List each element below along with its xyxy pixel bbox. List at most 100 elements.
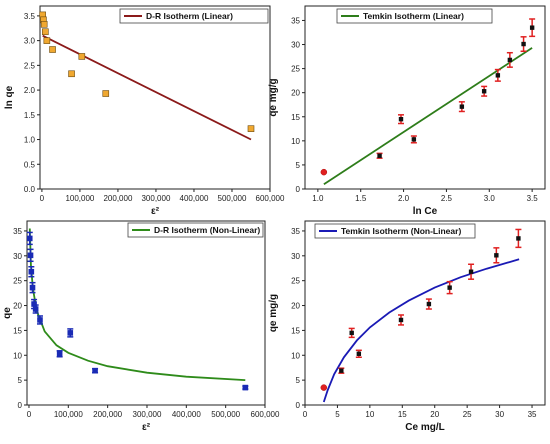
data-point <box>242 384 249 391</box>
y-tick-label: 0 <box>296 401 301 410</box>
legend-label: Temkin Isotherm (Linear) <box>363 11 464 21</box>
y-tick-label: 10 <box>13 351 22 360</box>
legend: Temkin Isotherm (Linear) <box>336 8 493 24</box>
data-point <box>377 153 382 158</box>
data-point <box>92 367 98 374</box>
y-tick-label: 2.0 <box>24 86 36 95</box>
y-tick-label: 2.5 <box>24 61 36 70</box>
x-tick-label: 0 <box>303 410 308 419</box>
x-tick-label: 600,000 <box>256 194 285 203</box>
x-tick-label: 0 <box>40 194 45 203</box>
data-point <box>481 89 487 94</box>
legend-box <box>336 8 493 24</box>
x-axis-label: ln Ce <box>413 206 438 217</box>
data-point <box>356 351 362 356</box>
data-point <box>320 384 328 391</box>
data-point <box>43 37 51 44</box>
data-point <box>40 20 48 28</box>
data-point <box>68 70 75 78</box>
x-tick-label: 400,000 <box>180 194 209 203</box>
y-tick-label: 3.0 <box>24 37 36 46</box>
y-tick-label: 30 <box>13 252 22 261</box>
y-tick-label: 0 <box>18 401 23 410</box>
plot-frame <box>39 5 271 190</box>
y-tick-label: 0.0 <box>24 185 36 194</box>
plot-frame <box>304 5 546 190</box>
x-tick-label: 0 <box>27 410 32 419</box>
x-tick-label: 2.5 <box>441 194 453 203</box>
data-point <box>320 168 328 176</box>
data-point <box>26 235 33 242</box>
data-point <box>516 236 521 241</box>
x-tick-label: 10 <box>365 410 374 419</box>
x-tick-label: 3.5 <box>527 194 539 203</box>
data-point <box>29 284 36 291</box>
y-tick-label: 35 <box>291 227 300 236</box>
x-axis-label: Ce mg/L <box>405 422 444 433</box>
y-tick-label: 25 <box>291 277 300 286</box>
data-point <box>32 306 39 312</box>
y-axis-label: qe <box>2 307 13 319</box>
y-tick-label: 5 <box>296 376 301 385</box>
x-tick-label: 200,000 <box>103 194 132 203</box>
x-tick-label: 30 <box>495 410 504 419</box>
fit-line <box>323 47 533 185</box>
y-tick-label: 20 <box>13 302 22 311</box>
data-point <box>37 317 43 323</box>
legend-label: Temkin Isotherm (Non-Linear) <box>341 226 461 236</box>
y-tick-label: 25 <box>291 65 300 74</box>
data-point <box>459 104 465 109</box>
data-point <box>339 368 344 373</box>
data-point <box>398 116 404 122</box>
data-point <box>42 28 49 36</box>
y-tick-label: 15 <box>291 113 300 122</box>
data-point <box>529 25 535 30</box>
y-tick-label: 0.5 <box>24 160 36 169</box>
data-point <box>507 57 513 63</box>
x-tick-label: 3.0 <box>484 194 496 203</box>
data-point <box>67 330 74 336</box>
data-point <box>398 317 404 323</box>
x-axis-label: ε² <box>151 206 160 217</box>
x-axis-label: ε² <box>142 422 151 433</box>
legend: D-R Isotherm (Linear) <box>119 8 269 24</box>
x-tick-label: 35 <box>528 410 537 419</box>
y-tick-label: 10 <box>291 351 300 360</box>
y-tick-label: 5 <box>18 376 23 385</box>
data-point <box>27 252 34 259</box>
y-tick-label: 1.5 <box>24 111 36 120</box>
x-tick-label: 100,000 <box>65 194 94 203</box>
legend: D-R Isotherm (Non-Linear) <box>127 222 264 238</box>
chart-panel-1: 0 100,000 200,000 300,000 400,000 500,000 600,… <box>4 5 285 217</box>
x-tick-label: 500,000 <box>211 410 240 419</box>
data-point <box>426 301 432 307</box>
x-tick-label: 300,000 <box>141 194 170 203</box>
y-tick-label: 30 <box>291 252 300 261</box>
data-point <box>495 73 501 78</box>
y-tick-label: 35 <box>291 16 300 25</box>
legend-label: D-R Isotherm (Linear) <box>146 11 233 21</box>
y-tick-label: 30 <box>291 41 300 50</box>
x-tick-label: 500,000 <box>218 194 247 203</box>
data-point <box>78 53 86 60</box>
x-tick-label: 20 <box>430 410 439 419</box>
x-tick-label: 200,000 <box>93 410 122 419</box>
chart-panel-3: 0 100,000 200,000 300,000 400,000 500,000 600,… <box>2 220 280 433</box>
fit-line <box>42 34 252 141</box>
y-tick-label: 35 <box>13 227 22 236</box>
legend-box <box>119 8 269 24</box>
x-tick-label: 15 <box>398 410 407 419</box>
data-point <box>521 41 526 47</box>
plot-frame <box>26 220 266 406</box>
data-point <box>31 301 37 307</box>
y-axis-label: qe mg/g <box>268 78 279 116</box>
y-tick-label: 0 <box>296 185 301 194</box>
plot-frame <box>304 220 546 406</box>
y-tick-label: 25 <box>13 277 22 286</box>
y-axis-label: ln qe <box>4 85 15 109</box>
legend-label: D-R Isotherm (Non-Linear) <box>154 225 260 235</box>
legend: Temkin Isotherm (Non-Linear) <box>314 223 476 239</box>
x-tick-label: 2.0 <box>398 194 410 203</box>
data-point <box>349 330 354 336</box>
